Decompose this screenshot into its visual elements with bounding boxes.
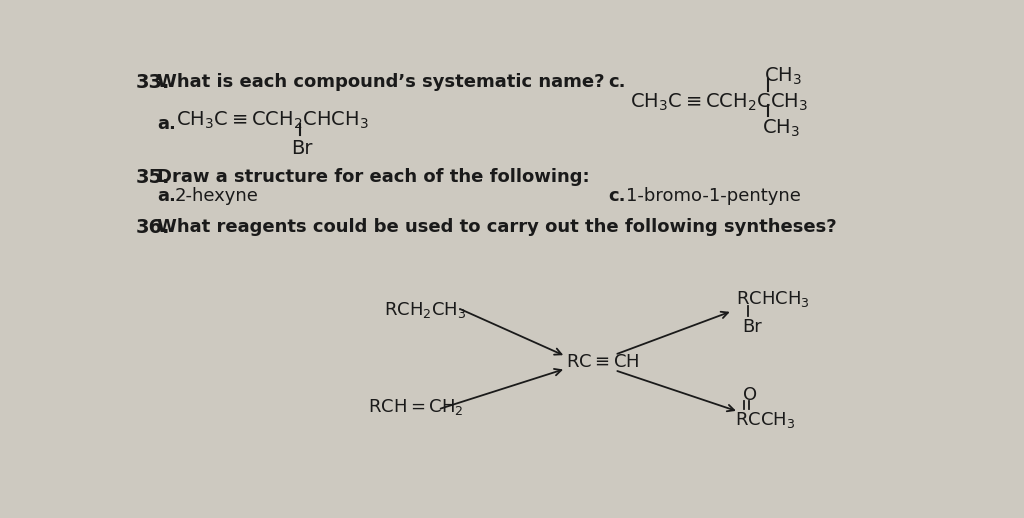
Text: c.: c. <box>608 73 626 91</box>
Text: CH$_3$: CH$_3$ <box>762 118 800 139</box>
Text: Br: Br <box>291 139 312 158</box>
Text: a.: a. <box>158 114 176 133</box>
Text: 33.: 33. <box>136 73 170 92</box>
Text: RCHCH$_3$: RCHCH$_3$ <box>736 290 810 309</box>
Text: RC$\equiv$CH: RC$\equiv$CH <box>566 353 639 371</box>
Text: 35.: 35. <box>136 168 170 188</box>
Text: CH$_3$: CH$_3$ <box>764 66 802 88</box>
Text: CH$_3$C$\equiv$CCH$_2$CCH$_3$: CH$_3$C$\equiv$CCH$_2$CCH$_3$ <box>630 91 808 113</box>
Text: RCCH$_3$: RCCH$_3$ <box>735 410 795 430</box>
Text: What reagents could be used to carry out the following syntheses?: What reagents could be used to carry out… <box>158 218 837 236</box>
Text: a.: a. <box>158 187 176 205</box>
Text: c.: c. <box>608 187 626 205</box>
Text: RCH$=$CH$_2$: RCH$=$CH$_2$ <box>369 397 464 417</box>
Text: Draw a structure for each of the following:: Draw a structure for each of the followi… <box>158 168 590 186</box>
Text: O: O <box>742 386 757 404</box>
Text: 36.: 36. <box>136 218 170 237</box>
Text: RCH$_2$CH$_3$: RCH$_2$CH$_3$ <box>384 300 466 320</box>
Text: CH$_3$C$\equiv$CCH$_2$CHCH$_3$: CH$_3$C$\equiv$CCH$_2$CHCH$_3$ <box>176 110 369 131</box>
Text: 1-bromo-1-pentyne: 1-bromo-1-pentyne <box>626 187 801 205</box>
Text: Br: Br <box>742 318 762 336</box>
Text: 2-hexyne: 2-hexyne <box>174 187 258 205</box>
Text: What is each compound’s systematic name?: What is each compound’s systematic name? <box>158 73 605 91</box>
